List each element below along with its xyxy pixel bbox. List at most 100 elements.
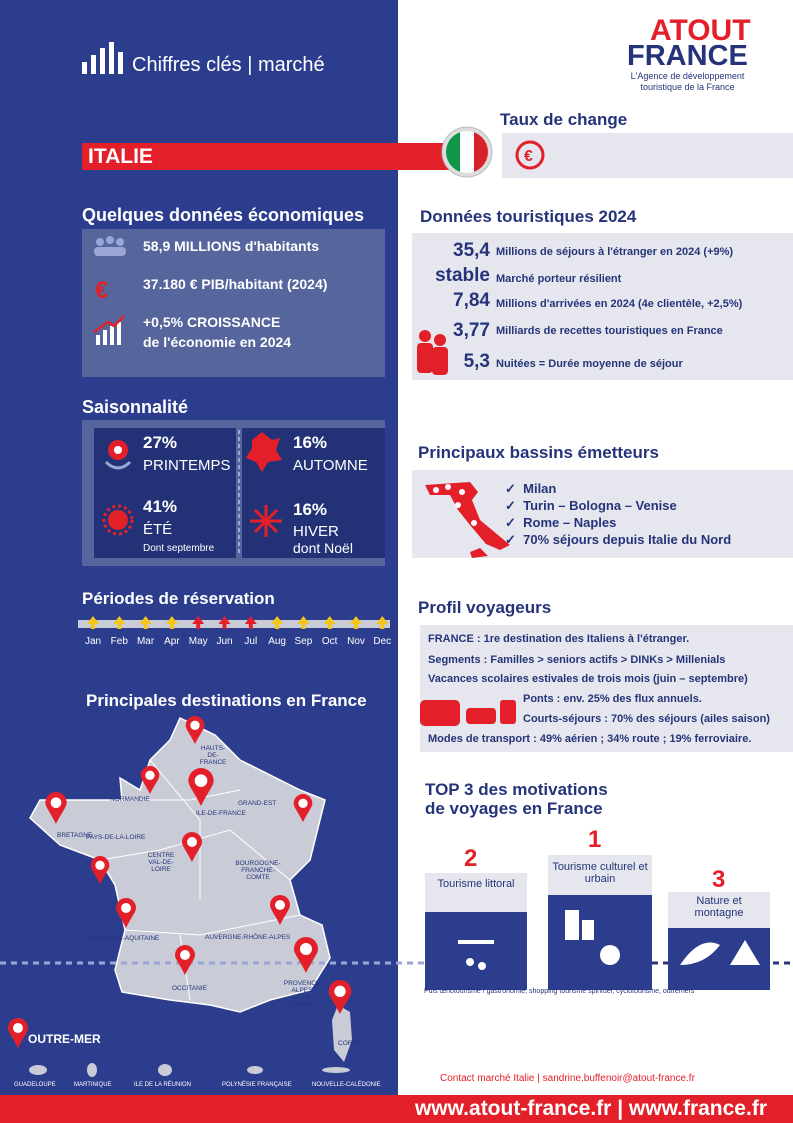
country: ITALIE bbox=[88, 145, 153, 168]
flag bbox=[441, 126, 493, 178]
section-title: Profil voyageurs bbox=[418, 598, 552, 617]
month-label: Jul bbox=[244, 636, 258, 647]
region-label: NORMANDIE bbox=[110, 796, 150, 803]
market-text: Rome – Naples bbox=[523, 515, 617, 530]
season-value: 41% bbox=[143, 497, 178, 516]
footer-links: www.atout-france.fr | www.france.fr bbox=[414, 1097, 767, 1120]
region-label: CORSE bbox=[338, 1040, 362, 1047]
islands bbox=[29, 1063, 350, 1077]
overseas-title: OUTRE-MER bbox=[28, 1032, 101, 1046]
tile-icon-box bbox=[425, 912, 527, 990]
tourism-text: Millions de séjours à l'étranger en 2024… bbox=[496, 246, 734, 258]
booking-arrow bbox=[244, 616, 257, 629]
profile-line: FRANCE : 1re destination des Italiens à … bbox=[428, 633, 690, 645]
booking-arrow bbox=[113, 616, 126, 629]
market-item: ✓ Milan bbox=[505, 481, 557, 496]
profile-line: Modes de transport : 49% aérien ; 34% ro… bbox=[428, 733, 752, 745]
tile-icon-box bbox=[548, 895, 652, 990]
market-text: Turin – Bologna – Venise bbox=[523, 498, 677, 513]
market-item: ✓ 70% séjours depuis Italie du Nord bbox=[505, 532, 732, 547]
market-item: ✓ Rome – Naples bbox=[505, 515, 617, 530]
italy-dots bbox=[433, 484, 477, 526]
country-bar bbox=[82, 143, 462, 170]
rank: 2 bbox=[464, 845, 478, 872]
section-title: Saisonnalité bbox=[82, 397, 189, 417]
economy-item: 58,9 MILLIONS d'habitants bbox=[143, 238, 320, 254]
tile-label-box bbox=[548, 855, 652, 895]
profile-line: Segments : Familles > seniors actifs > D… bbox=[428, 654, 726, 666]
tile-label: Tourisme littoral bbox=[437, 878, 515, 890]
region-label: NOUVELLE-AQUITAINE bbox=[88, 935, 160, 942]
region-label: OCCITANIE bbox=[172, 985, 207, 992]
island-label: POLYNÉSIE FRANÇAISE bbox=[222, 1082, 292, 1088]
market-item: ✓ Turin – Bologna – Venise bbox=[505, 498, 677, 513]
tourism-value: 5,3 bbox=[463, 351, 490, 372]
season-label: PRINTEMPS bbox=[143, 457, 231, 474]
region-label: CENTRE VAL-DE-LOIRE bbox=[147, 852, 175, 873]
month-label: May bbox=[188, 636, 208, 647]
season-value: 16% bbox=[293, 433, 328, 452]
logo: FRANCE bbox=[627, 40, 748, 72]
footer-bar bbox=[0, 1095, 793, 1123]
booking-arrow bbox=[218, 616, 231, 629]
booking-arrow bbox=[271, 616, 284, 629]
winter-icon bbox=[250, 505, 282, 537]
booking-arrow bbox=[165, 616, 178, 629]
logo-tagline: L'Agence de développement touristique de… bbox=[630, 71, 745, 92]
region-label: ILE-DE-FRANCE bbox=[196, 810, 246, 817]
rank: 3 bbox=[712, 866, 726, 893]
month-label: Aug bbox=[268, 636, 286, 647]
motivations-note: Puis œnotourisme / gastronomie, shopping… bbox=[424, 988, 695, 995]
month-label: Jan bbox=[84, 636, 102, 647]
section-title: Données touristiques 2024 bbox=[420, 207, 637, 226]
month-label: Sep bbox=[294, 636, 313, 647]
region-label: BRETAGNE bbox=[57, 832, 93, 839]
euro-icon: € bbox=[515, 140, 545, 170]
tourism-text: Milliards de recettes touristiques en Fr… bbox=[496, 325, 723, 337]
tourism-value: 3,77 bbox=[453, 320, 490, 341]
region-label: BOURGOGNE-FRANCHE-COMTE bbox=[235, 860, 281, 881]
month-label: Nov bbox=[347, 636, 365, 647]
economy-box bbox=[82, 229, 385, 377]
section-title: TOP 3 des motivations bbox=[425, 780, 608, 799]
season-value: 27% bbox=[143, 433, 178, 452]
section-title: Périodes de réservation bbox=[82, 589, 275, 608]
island-label: NOUVELLE-CALÉDONIE bbox=[312, 1082, 381, 1088]
month-label: Dec bbox=[373, 636, 392, 647]
region-label: AUVERGNE-RHÔNE-ALPES bbox=[205, 934, 291, 941]
booking-arrow bbox=[192, 616, 205, 629]
month-label: Feb bbox=[110, 636, 128, 647]
booking-bar bbox=[78, 620, 390, 628]
profile-box bbox=[420, 625, 793, 752]
logo: ATOUT bbox=[650, 14, 751, 47]
spring-icon bbox=[104, 440, 132, 470]
booking-arrow bbox=[87, 616, 99, 629]
season-label: ÉTÉ bbox=[143, 521, 173, 538]
euro-symbol: € bbox=[95, 277, 108, 304]
exchange-box bbox=[502, 133, 793, 178]
contact: Contact marché Italie | sandrine.buffeno… bbox=[440, 1073, 695, 1084]
month-label: Apr bbox=[164, 636, 180, 647]
chart-icon bbox=[82, 42, 123, 74]
booking-arrow bbox=[297, 616, 310, 629]
tile-label: Nature et montagne bbox=[694, 895, 744, 919]
tile-label-box bbox=[668, 892, 770, 928]
booking-arrows bbox=[87, 616, 389, 629]
growth-icon bbox=[93, 315, 125, 345]
month-label: Oct bbox=[321, 636, 338, 647]
svg-text:€: € bbox=[524, 148, 533, 165]
section-title: Taux de change bbox=[500, 110, 628, 129]
economy-item: de l'économie en 2024 bbox=[143, 334, 292, 350]
market-text: 70% séjours depuis Italie du Nord bbox=[523, 532, 732, 547]
tourism-text: Millions d'arrivées en 2024 (4e clientèl… bbox=[496, 298, 743, 310]
tourism-value: stable bbox=[435, 265, 490, 286]
season-value: 16% bbox=[293, 500, 328, 519]
economy-item: +0,5% CROISSANCE bbox=[143, 314, 281, 330]
summer-icon bbox=[102, 504, 134, 536]
season-label: HIVER bbox=[293, 523, 339, 540]
economy-item: 37.180 € PIB/habitant (2024) bbox=[143, 276, 328, 292]
island-label: ILE DE LA RÉUNION bbox=[134, 1082, 192, 1088]
region-label: PAYS-DE-LA-LOIRE bbox=[86, 834, 146, 841]
profile-line: Vacances scolaires estivales de trois mo… bbox=[428, 673, 748, 685]
